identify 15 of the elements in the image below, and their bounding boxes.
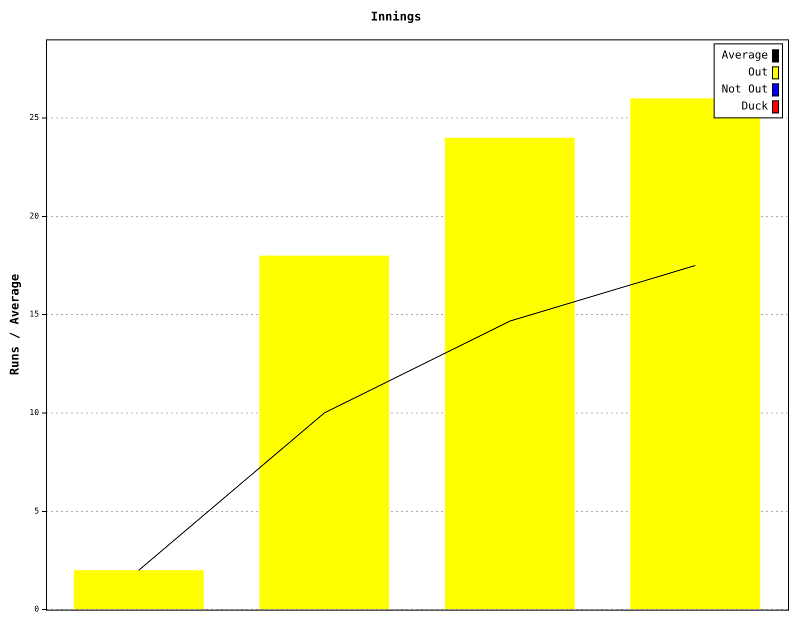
bar [74, 570, 204, 610]
legend-label: Duck [742, 99, 768, 112]
y-tick-label: 20 [29, 211, 40, 220]
bar [259, 256, 390, 610]
y-tick-label: 5 [34, 506, 40, 516]
y-tick-label: 0 [34, 604, 40, 614]
bar [444, 138, 575, 610]
legend-label: Out [748, 65, 768, 78]
legend-label: Not Out [722, 82, 768, 96]
y-tick-label: 25 [29, 113, 40, 122]
chart-title: Innings [370, 9, 422, 24]
y-tick-label: 10 [29, 408, 40, 418]
legend-label: Average [722, 48, 768, 62]
y-axis-title: Runs / Average [7, 274, 22, 376]
y-tick-label: 15 [29, 310, 40, 319]
